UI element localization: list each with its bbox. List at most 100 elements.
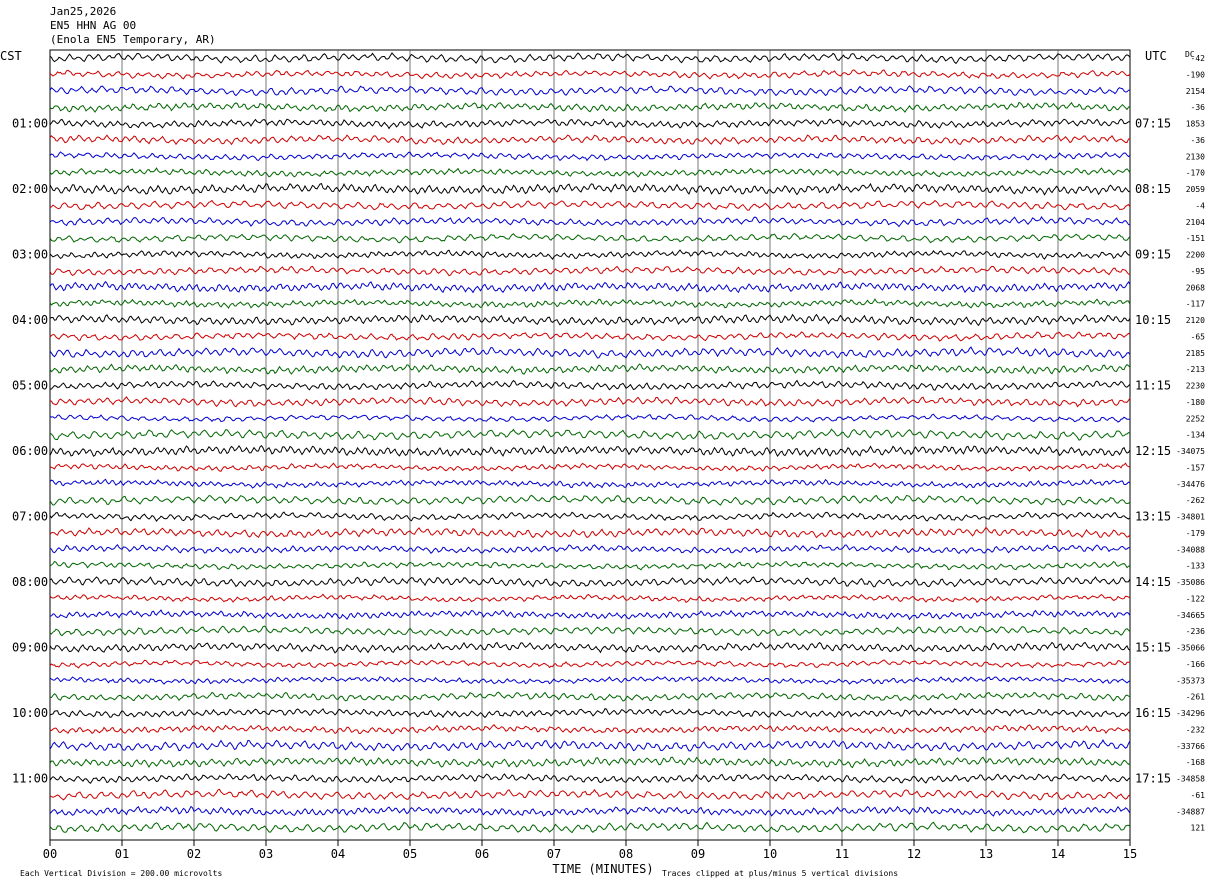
x-tick-label: 03 bbox=[259, 847, 273, 861]
x-tick-label: 06 bbox=[475, 847, 489, 861]
right-hour-label: 09:15 bbox=[1135, 248, 1171, 262]
label-group: 00 01 02 03 04 05 06 07 08 09 10 11 12 13 14 15 -42 -190 2… bbox=[0, 49, 1205, 878]
dc-offset-label: -4 bbox=[1195, 201, 1205, 210]
trace-42 bbox=[49, 723, 1131, 735]
left-tz-label: CST bbox=[0, 49, 22, 63]
trace-7 bbox=[49, 151, 1131, 162]
trace-20 bbox=[49, 363, 1131, 375]
x-tick-label: 04 bbox=[331, 847, 345, 861]
dc-offset-label: -166 bbox=[1186, 660, 1205, 669]
trace-36 bbox=[49, 625, 1131, 637]
right-hour-label: 08:15 bbox=[1135, 182, 1171, 196]
dc-offset-label: -35066 bbox=[1176, 644, 1205, 653]
trace-21 bbox=[49, 379, 1131, 391]
scale-note: Each Vertical Division = 200.00 microvol… bbox=[20, 869, 222, 878]
left-hour-label: 06:00 bbox=[12, 444, 48, 458]
trace-37 bbox=[49, 641, 1131, 654]
dc-offset-label: -151 bbox=[1186, 234, 1205, 243]
trace-1 bbox=[49, 52, 1131, 65]
dc-offset-label: -42 bbox=[1191, 54, 1206, 63]
x-tick-label: 13 bbox=[979, 847, 993, 861]
trace-29 bbox=[49, 511, 1131, 522]
trace-24 bbox=[49, 428, 1131, 441]
x-tick-label: 11 bbox=[835, 847, 849, 861]
dc-offset-label: -36 bbox=[1191, 136, 1206, 145]
trace-35 bbox=[49, 609, 1131, 621]
dc-offset-label: -34296 bbox=[1176, 709, 1205, 718]
dc-offset-label: -157 bbox=[1186, 463, 1205, 472]
x-tick-label: 14 bbox=[1051, 847, 1065, 861]
x-tick-label: 09 bbox=[691, 847, 705, 861]
trace-2 bbox=[49, 69, 1131, 80]
trace-31 bbox=[49, 544, 1131, 555]
dc-offset-label: 2104 bbox=[1186, 218, 1205, 227]
left-hour-label: 02:00 bbox=[12, 182, 48, 196]
trace-12 bbox=[49, 233, 1131, 244]
right-hour-label: 10:15 bbox=[1135, 313, 1171, 327]
trace-13 bbox=[49, 249, 1131, 260]
trace-14 bbox=[49, 265, 1131, 277]
dc-offset-label: -34887 bbox=[1176, 807, 1205, 816]
dc-offset-label: 2120 bbox=[1186, 316, 1205, 325]
dc-offset-label: 2185 bbox=[1186, 349, 1205, 358]
dc-offset-label: -34476 bbox=[1176, 480, 1205, 489]
trace-23 bbox=[49, 413, 1131, 423]
dc-offset-label: -170 bbox=[1186, 169, 1205, 178]
trace-11 bbox=[49, 216, 1131, 228]
dc-offset-label: -117 bbox=[1186, 300, 1205, 309]
right-hour-label: 13:15 bbox=[1135, 510, 1171, 524]
left-hour-label: 11:00 bbox=[12, 772, 48, 786]
x-tick-label: 08 bbox=[619, 847, 633, 861]
dc-offset-label: -261 bbox=[1186, 693, 1205, 702]
trace-5 bbox=[49, 118, 1131, 130]
dc-offset-label: -34075 bbox=[1176, 447, 1205, 456]
trace-45 bbox=[49, 773, 1131, 785]
trace-3 bbox=[49, 85, 1131, 97]
dc-offset-label: 2068 bbox=[1186, 283, 1205, 292]
dc-offset-label: -34665 bbox=[1176, 611, 1205, 620]
trace-39 bbox=[49, 676, 1131, 685]
x-tick-label: 10 bbox=[763, 847, 777, 861]
dc-offset-label: -232 bbox=[1186, 725, 1205, 734]
trace-43 bbox=[49, 739, 1131, 752]
dc-offset-label: -213 bbox=[1186, 365, 1205, 374]
dc-offset-label: -61 bbox=[1191, 791, 1206, 800]
trace-15 bbox=[49, 280, 1131, 294]
right-hour-label: 07:15 bbox=[1135, 117, 1171, 131]
trace-25 bbox=[49, 444, 1131, 458]
dc-offset-label: 2200 bbox=[1186, 251, 1205, 260]
x-axis-title: TIME (MINUTES) bbox=[552, 862, 653, 876]
dc-offset-label: 2154 bbox=[1186, 87, 1205, 96]
trace-18 bbox=[49, 331, 1131, 342]
x-tick-label: 00 bbox=[43, 847, 57, 861]
dc-offset-label: -179 bbox=[1186, 529, 1205, 538]
right-hour-label: 11:15 bbox=[1135, 379, 1171, 393]
left-hour-label: 01:00 bbox=[12, 117, 48, 131]
dc-offset-label: -34801 bbox=[1176, 513, 1205, 522]
trace-46 bbox=[49, 788, 1131, 801]
dc-offset-label: 121 bbox=[1191, 824, 1206, 833]
left-hour-label: 04:00 bbox=[12, 313, 48, 327]
trace-47 bbox=[49, 805, 1131, 817]
right-hour-label: 12:15 bbox=[1135, 444, 1171, 458]
dc-offset-label: 2059 bbox=[1186, 185, 1205, 194]
trace-32 bbox=[49, 560, 1131, 571]
trace-33 bbox=[49, 576, 1131, 588]
dc-offset-label: -33766 bbox=[1176, 742, 1205, 751]
dc-header-label: DC bbox=[1185, 50, 1195, 59]
station-label: EN5 HHN AG 00 bbox=[50, 19, 137, 32]
right-hour-label: 17:15 bbox=[1135, 772, 1171, 786]
trace-27 bbox=[49, 478, 1131, 489]
trace-38 bbox=[49, 659, 1131, 669]
dc-offset-label: -236 bbox=[1186, 627, 1205, 636]
trace-34 bbox=[49, 593, 1131, 603]
trace-41 bbox=[49, 707, 1131, 719]
dc-offset-label: 2230 bbox=[1186, 382, 1205, 391]
trace-48 bbox=[49, 821, 1131, 834]
minute-gridlines bbox=[49, 50, 1131, 846]
left-hour-label: 08:00 bbox=[12, 575, 48, 589]
trace-40 bbox=[49, 691, 1131, 702]
trace-26 bbox=[49, 462, 1131, 472]
plot-frame bbox=[49, 49, 1131, 841]
dc-offset-label: -122 bbox=[1186, 594, 1205, 603]
